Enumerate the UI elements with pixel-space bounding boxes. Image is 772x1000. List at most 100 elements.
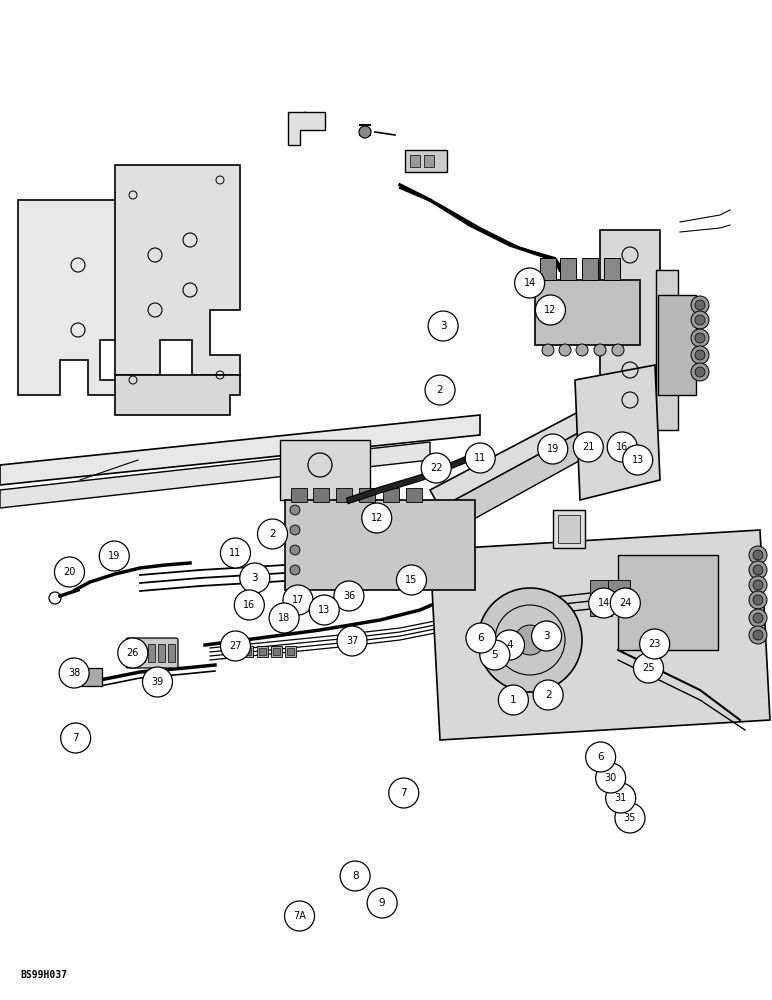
Polygon shape	[430, 530, 770, 740]
Circle shape	[466, 623, 496, 653]
Bar	[656, 270, 678, 430]
Bar	[244, 648, 251, 655]
Bar	[80, 668, 102, 686]
Circle shape	[695, 367, 705, 377]
Bar	[540, 258, 556, 280]
Bar	[558, 515, 580, 543]
Circle shape	[359, 126, 371, 138]
Circle shape	[337, 626, 367, 656]
Circle shape	[480, 640, 510, 670]
Bar	[604, 258, 620, 280]
Circle shape	[59, 658, 89, 688]
Circle shape	[64, 668, 80, 684]
Circle shape	[533, 680, 563, 710]
Circle shape	[611, 588, 640, 618]
Text: 16: 16	[243, 600, 256, 610]
Circle shape	[542, 344, 554, 356]
Bar	[406, 488, 422, 502]
Bar	[148, 644, 155, 662]
Text: 18: 18	[278, 613, 290, 623]
Text: 3: 3	[440, 321, 446, 331]
Bar	[242, 646, 253, 657]
Text: 1: 1	[510, 695, 516, 705]
Polygon shape	[288, 112, 325, 145]
Text: 11: 11	[474, 453, 486, 463]
Text: 7: 7	[401, 788, 407, 798]
Circle shape	[428, 311, 458, 341]
Circle shape	[612, 344, 624, 356]
Circle shape	[532, 621, 561, 651]
Bar	[257, 646, 268, 657]
Circle shape	[634, 653, 663, 683]
Circle shape	[538, 434, 567, 464]
Circle shape	[466, 443, 495, 473]
Bar	[280, 440, 370, 500]
Text: 36: 36	[343, 591, 355, 601]
Circle shape	[269, 603, 299, 633]
Text: 26: 26	[127, 648, 139, 658]
Circle shape	[221, 631, 250, 661]
Text: 2: 2	[437, 385, 443, 395]
Bar	[359, 488, 375, 502]
Bar	[658, 295, 696, 395]
Circle shape	[143, 667, 172, 697]
Text: 13: 13	[318, 605, 330, 615]
Circle shape	[499, 685, 528, 715]
Circle shape	[691, 363, 709, 381]
Bar	[405, 150, 447, 172]
Polygon shape	[18, 200, 125, 395]
Bar	[285, 500, 475, 590]
Bar	[138, 644, 145, 662]
Bar	[618, 555, 718, 650]
Bar	[590, 600, 612, 616]
FancyBboxPatch shape	[126, 638, 178, 668]
Bar	[158, 644, 165, 662]
Text: 14: 14	[523, 278, 536, 288]
Polygon shape	[0, 442, 430, 508]
Circle shape	[691, 346, 709, 364]
Circle shape	[425, 375, 455, 405]
Text: 21: 21	[582, 442, 594, 452]
Circle shape	[753, 630, 763, 640]
Circle shape	[290, 505, 300, 515]
Circle shape	[749, 546, 767, 564]
Bar	[336, 488, 352, 502]
Bar	[273, 648, 280, 655]
Text: 19: 19	[547, 444, 559, 454]
Circle shape	[691, 329, 709, 347]
Circle shape	[367, 888, 397, 918]
Bar	[313, 488, 329, 502]
Polygon shape	[115, 375, 240, 415]
Circle shape	[749, 609, 767, 627]
Text: 39: 39	[151, 677, 164, 687]
Circle shape	[576, 344, 588, 356]
Circle shape	[397, 565, 426, 595]
Circle shape	[695, 333, 705, 343]
Circle shape	[536, 295, 565, 325]
Bar	[560, 258, 576, 280]
Bar	[424, 155, 434, 167]
Text: BS99H037: BS99H037	[20, 970, 67, 980]
Bar	[168, 644, 175, 662]
Text: 6: 6	[478, 633, 484, 643]
Circle shape	[290, 565, 300, 575]
Circle shape	[589, 588, 618, 618]
Text: 20: 20	[63, 567, 76, 577]
Text: 12: 12	[544, 305, 557, 315]
Text: 35: 35	[624, 813, 636, 823]
Text: 19: 19	[108, 551, 120, 561]
Circle shape	[515, 625, 545, 655]
Text: 7A: 7A	[293, 911, 306, 921]
Text: 3: 3	[543, 631, 550, 641]
Text: 31: 31	[615, 793, 627, 803]
Circle shape	[495, 630, 524, 660]
Circle shape	[290, 525, 300, 535]
Text: 37: 37	[346, 636, 358, 646]
Text: 15: 15	[405, 575, 418, 585]
Circle shape	[68, 672, 76, 680]
Circle shape	[310, 595, 339, 625]
Text: 2: 2	[269, 529, 276, 539]
Text: 7: 7	[73, 733, 79, 743]
Text: 2: 2	[545, 690, 551, 700]
Bar	[287, 648, 294, 655]
